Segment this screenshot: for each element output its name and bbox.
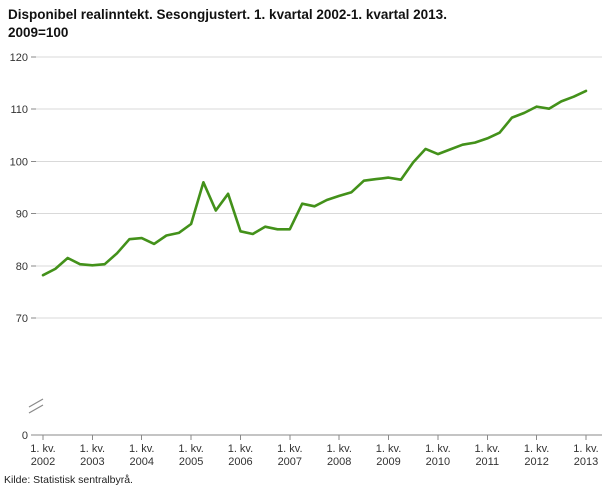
x-axis-label-year: 2005 (179, 456, 203, 468)
x-axis-label-year: 2012 (524, 456, 548, 468)
x-axis-label-quarter: 1. kv. (277, 443, 302, 455)
x-axis-label-quarter: 1. kv. (376, 443, 401, 455)
y-axis-label: 90 (16, 209, 28, 221)
source-note: Kilde: Statistisk sentralbyrå. (4, 474, 133, 486)
x-axis-label-quarter: 1. kv. (228, 443, 253, 455)
x-axis-label-year: 2011 (475, 456, 499, 468)
x-axis-label-year: 2008 (327, 456, 351, 468)
x-axis-label-quarter: 1. kv. (475, 443, 500, 455)
x-axis-label-year: 2007 (278, 456, 302, 468)
x-axis-label-year: 2003 (80, 456, 104, 468)
x-axis-label-year: 2004 (129, 456, 153, 468)
axis-break-icon (28, 398, 44, 408)
y-axis-label: 110 (10, 104, 28, 116)
x-axis-label-quarter: 1. kv. (129, 443, 154, 455)
y-axis-label: 120 (10, 52, 28, 64)
y-axis-label: 0 (22, 430, 28, 442)
x-axis-label-quarter: 1. kv. (30, 443, 55, 455)
y-axis-label: 70 (16, 313, 28, 325)
y-axis-label: 100 (10, 156, 28, 168)
chart-title: Disponibel realinntekt. Sesongjustert. 1… (0, 0, 610, 43)
x-axis-label-quarter: 1. kv. (573, 443, 598, 455)
y-axis-label: 80 (16, 261, 28, 273)
chart-title-line2: 2009=100 (8, 24, 69, 40)
x-axis-label-year: 2009 (376, 456, 400, 468)
x-axis-label-year: 2002 (31, 456, 55, 468)
x-axis-label-quarter: 1. kv. (425, 443, 450, 455)
x-axis-label-quarter: 1. kv. (178, 443, 203, 455)
x-axis-label-year: 2010 (426, 456, 450, 468)
chart-title-line1: Disponibel realinntekt. Sesongjustert. 1… (8, 7, 447, 22)
chart: 120 110 100 90 80 70 0 1. kv. 2002 1. kv. 2003 1. k… (0, 43, 610, 473)
x-axis-label-year: 2006 (228, 456, 252, 468)
series-line (41, 89, 588, 277)
x-axis-label-quarter: 1. kv. (326, 443, 351, 455)
x-axis-label-quarter: 1. kv. (524, 443, 549, 455)
x-axis-label-year: 2013 (574, 456, 598, 468)
axis-break-icon (28, 404, 44, 414)
x-axis-label-quarter: 1. kv. (80, 443, 105, 455)
